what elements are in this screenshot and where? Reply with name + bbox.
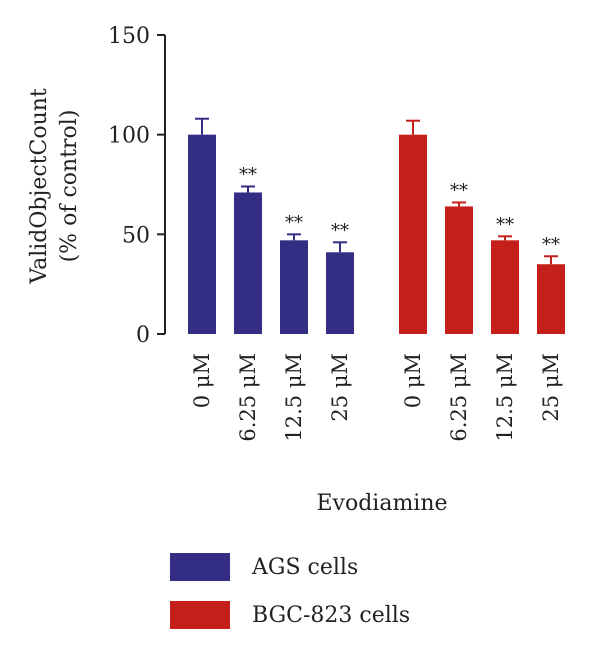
y-axis-label: ValidObjectCount <box>27 88 52 285</box>
y-tick-label: 100 <box>108 124 150 149</box>
x-tick-label: 6.25 μM <box>447 353 471 442</box>
legend-swatch-bgc <box>170 601 230 629</box>
bar <box>280 240 308 334</box>
x-tick-label: 25 μM <box>539 353 563 422</box>
bar <box>399 134 427 334</box>
x-tick-label: 12.5 μM <box>282 353 306 442</box>
x-tick-label: 12.5 μM <box>493 353 517 442</box>
legend-item-ags: AGS cells <box>170 548 570 586</box>
significance-label: ** <box>285 212 303 233</box>
legend-item-bgc: BGC-823 cells <box>170 596 570 634</box>
bar <box>537 264 565 334</box>
legend: AGS cells BGC-823 cells <box>170 548 570 644</box>
legend-label-ags: AGS cells <box>252 554 359 580</box>
y-tick-label: 0 <box>136 323 150 348</box>
bar <box>326 252 354 334</box>
legend-swatch-ags <box>170 553 230 581</box>
bar <box>188 134 216 334</box>
x-axis-label: Evodiamine <box>316 491 447 516</box>
significance-label: ** <box>496 214 514 235</box>
y-tick-label: 150 <box>108 24 150 49</box>
significance-label: ** <box>450 180 468 201</box>
significance-label: ** <box>239 164 257 185</box>
x-tick-label: 0 μM <box>190 353 214 408</box>
bar <box>234 192 262 334</box>
y-tick-label: 50 <box>122 223 150 248</box>
x-tick-label: 6.25 μM <box>236 353 260 442</box>
bar-chart: 0 50 100 150 ValidObjectCount (% of control) 0… <box>27 24 565 516</box>
significance-label: ** <box>542 234 560 255</box>
bar <box>445 206 473 334</box>
x-tick-label: 0 μM <box>401 353 425 408</box>
significance-label: ** <box>331 220 349 241</box>
y-axis-label: (% of control) <box>57 110 82 263</box>
x-tick-label: 25 μM <box>328 353 352 422</box>
bar <box>491 240 519 334</box>
legend-label-bgc: BGC-823 cells <box>252 602 411 628</box>
